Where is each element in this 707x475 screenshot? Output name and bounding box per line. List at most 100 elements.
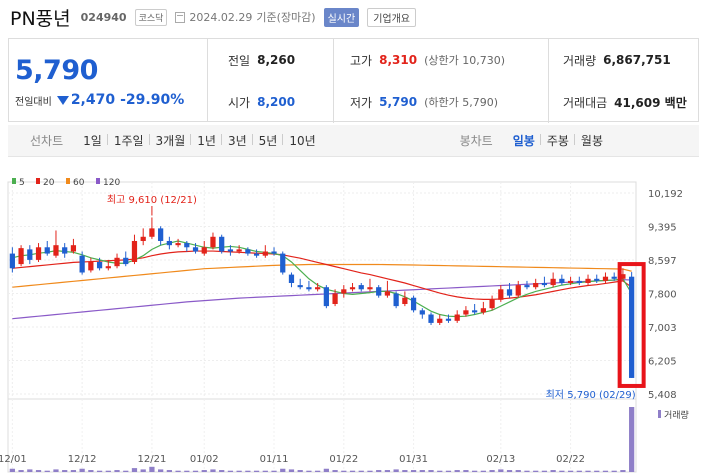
y-tick-label: 9,395	[648, 223, 677, 234]
volume-bar	[620, 470, 626, 472]
volume-bar	[53, 469, 59, 472]
candlestick-chart[interactable]: 10,192 9,395 8,597 7,800 7,003 6,205 5,408 12/0…	[0, 170, 707, 475]
candle-body	[559, 278, 565, 283]
volume-bar	[393, 469, 399, 472]
calendar-icon	[175, 11, 186, 23]
volume-bar	[506, 470, 513, 472]
volume-bar	[175, 470, 181, 472]
y-tick-label: 10,192	[648, 189, 683, 200]
tab-weekly[interactable]: 주봉	[539, 132, 575, 149]
x-tick-label: 02/13	[486, 454, 515, 465]
highlight-box	[617, 262, 646, 388]
candle-body	[358, 285, 364, 290]
candle-body	[472, 310, 478, 313]
candle-body	[271, 251, 277, 254]
y-tick-label: 7,003	[648, 323, 677, 334]
volume-bar	[262, 470, 268, 472]
candle-body	[585, 278, 591, 283]
candle-body	[454, 314, 460, 321]
tab-monthly[interactable]: 월봉	[573, 132, 609, 149]
realtime-button[interactable]: 실시간	[323, 7, 360, 27]
volume-label: 거래량	[563, 53, 597, 68]
tab-3y[interactable]: 3년	[220, 132, 253, 149]
tab-3m[interactable]: 3개월	[148, 132, 192, 149]
tab-10y[interactable]: 10년	[282, 132, 321, 149]
corp-overview-button[interactable]: 기업개요	[367, 7, 417, 27]
tab-1d[interactable]: 1일	[83, 134, 102, 148]
legend-swatch	[12, 178, 16, 184]
price-change: 전일대비 2,470 -29.90%	[15, 92, 207, 108]
candle-body	[96, 261, 103, 269]
prev-close-label: 전일	[228, 53, 251, 68]
candle-chart-label: 봉차트	[459, 134, 493, 148]
amount-value: 41,609 백만	[614, 95, 687, 110]
tab-5y[interactable]: 5년	[251, 132, 284, 149]
stock-header: PN풍년 024940 코스닥 2024.02.29 기준(장마감) 실시간 기…	[0, 0, 707, 34]
volume-bar	[498, 469, 504, 472]
candle-body	[533, 282, 539, 288]
y-tick-label: 5,408	[648, 390, 677, 401]
y-tick-label: 8,597	[648, 256, 677, 267]
current-price-box: 5,790 전일대비 2,470 -29.90%	[9, 39, 208, 121]
volume-bar	[454, 470, 460, 472]
candle-body	[140, 236, 146, 241]
volume-bar	[9, 468, 15, 472]
candle-body	[158, 228, 164, 241]
candle-body	[9, 253, 15, 269]
volume-bar	[35, 470, 42, 472]
volume-bar	[428, 470, 434, 472]
volume-bar	[376, 470, 382, 472]
candle-body	[393, 293, 399, 307]
legend-label: 120	[103, 178, 120, 188]
change-value: 2,470	[56, 92, 115, 108]
volume-frame	[7, 398, 637, 473]
candle-body	[184, 243, 190, 248]
volume-bar	[253, 470, 260, 472]
market-badge: 코스닥	[134, 8, 168, 26]
candle-body	[227, 249, 234, 252]
candle-body	[306, 287, 312, 290]
down-arrow-icon	[56, 95, 69, 105]
candle-body	[105, 266, 111, 269]
candle-body	[349, 287, 356, 290]
volume-bar	[236, 470, 242, 472]
tab-daily[interactable]: 일봉	[512, 134, 535, 148]
candle-body	[53, 245, 59, 256]
date-text: 2024.02.29	[189, 10, 253, 24]
x-tick-label: 01/11	[260, 454, 289, 465]
tab-1y[interactable]: 1년	[190, 132, 222, 149]
volume-bar	[341, 470, 347, 472]
basis-text: 기준(장마감)	[256, 11, 316, 24]
volume-bar	[70, 470, 77, 472]
volume-bar	[62, 470, 68, 472]
volume-bar	[114, 470, 120, 472]
current-price: 5,790	[15, 55, 98, 86]
low-stat: 저가 5,790 (하한가 5,790)	[333, 81, 548, 123]
prev-close-stat: 전일 8,260	[228, 39, 333, 81]
candle-body	[297, 285, 303, 288]
amount-label: 거래대금	[563, 95, 608, 110]
price-chart[interactable]: 10,192 9,395 8,597 7,800 7,003 6,205 5,408 12/0…	[0, 170, 707, 475]
candle-body	[62, 247, 68, 254]
candle-body	[594, 278, 600, 281]
volume-bar	[149, 466, 155, 472]
candle-body	[332, 293, 338, 305]
volume-bar	[472, 470, 478, 472]
candle-body	[376, 287, 382, 296]
change-percent: -29.90%	[120, 92, 185, 108]
volume-bar	[567, 470, 574, 472]
volume-bar	[105, 470, 111, 472]
volume-bar	[550, 470, 556, 472]
candle-body	[463, 310, 469, 315]
line-chart-label: 선차트	[30, 134, 64, 148]
open-label: 시가	[228, 95, 251, 110]
candle-body	[498, 289, 504, 300]
volume-bar	[541, 470, 548, 472]
volume-bar	[402, 470, 408, 472]
volume-bar	[585, 470, 591, 472]
volume-bar	[611, 470, 617, 472]
candle-body	[541, 282, 548, 286]
volume-bar	[384, 470, 391, 472]
tab-1w[interactable]: 1주일	[106, 132, 150, 149]
volume-bar	[629, 407, 635, 472]
